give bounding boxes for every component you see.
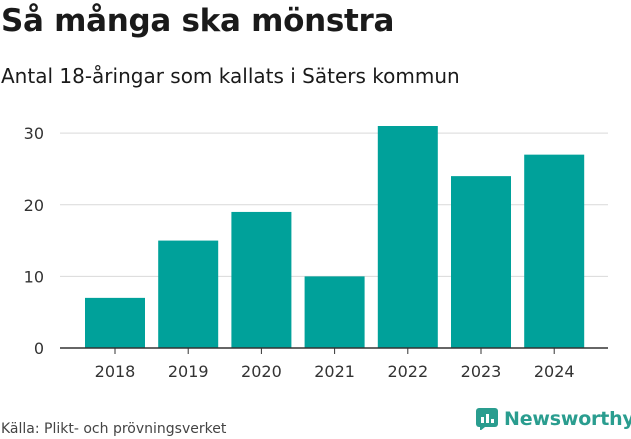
newsworthy-logo-icon <box>476 408 498 430</box>
x-tick-label-2022: 2022 <box>387 362 428 381</box>
bar-chart: 0 10 20 30 2018 2019 2020 2021 2022 2023 2024 <box>24 124 608 381</box>
y-tick-label-20: 20 <box>24 196 44 215</box>
bar-2019 <box>158 240 219 348</box>
y-tick-label-30: 30 <box>24 124 44 143</box>
bar-2024 <box>524 154 585 348</box>
x-tick-label-2019: 2019 <box>168 362 209 381</box>
bar-2018 <box>85 297 145 348</box>
bar-2023 <box>451 176 511 348</box>
bar-2021 <box>304 276 365 348</box>
x-tick-label-2018: 2018 <box>95 362 136 381</box>
x-tick-label-2020: 2020 <box>241 362 282 381</box>
brand-logo-group: Newsworthy <box>476 408 631 430</box>
y-tick-label-0: 0 <box>34 339 44 358</box>
x-tick-label-2024: 2024 <box>534 362 575 381</box>
bar-2022 <box>377 126 438 348</box>
bar-2020 <box>231 211 292 348</box>
x-tick-label-2021: 2021 <box>314 362 355 381</box>
y-tick-label-10: 10 <box>24 267 44 286</box>
brand-name: Newsworthy <box>504 408 631 430</box>
x-tick-label-2023: 2023 <box>461 362 502 381</box>
chart-subtitle: Antal 18-åringar som kallats i Säters ko… <box>1 64 460 88</box>
chart-title: Så många ska mönstra <box>1 3 395 39</box>
source-note: Källa: Plikt- och prövningsverket <box>1 421 227 437</box>
